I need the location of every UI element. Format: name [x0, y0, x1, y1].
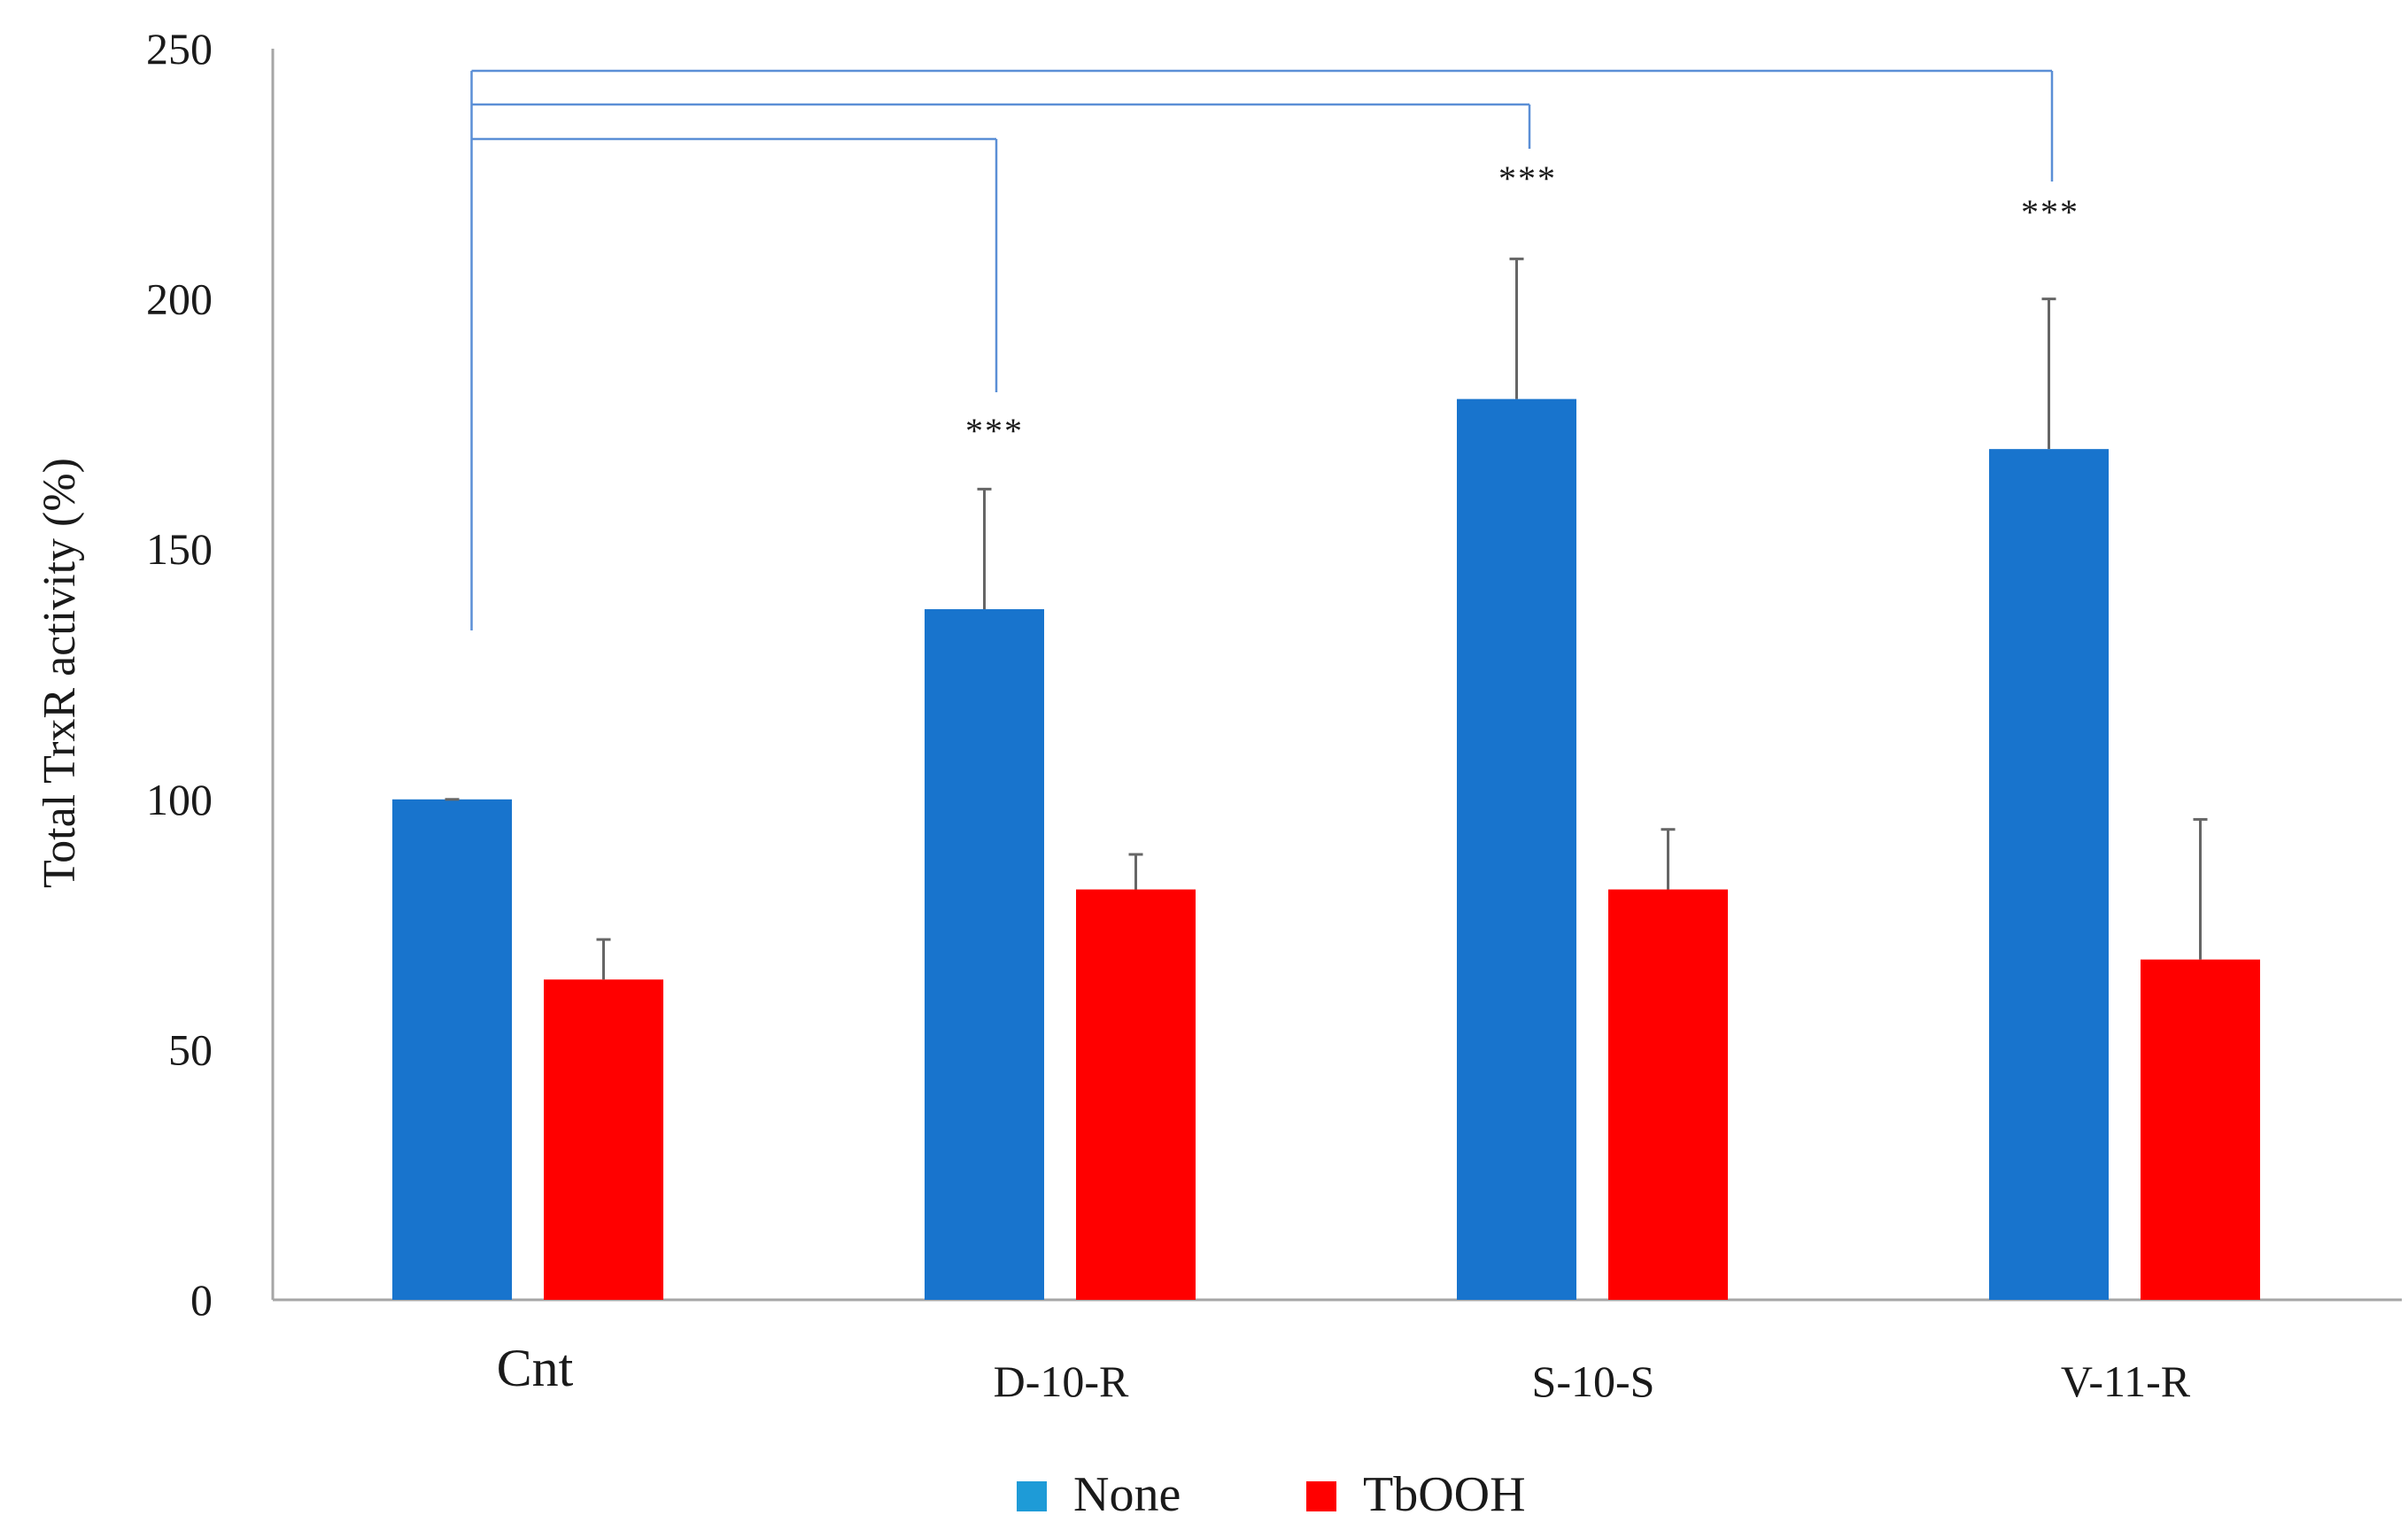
x-tick-label: Cnt — [497, 1339, 574, 1397]
x-tick-label: D-10-R — [994, 1356, 1129, 1406]
significance-label: *** — [2021, 192, 2079, 232]
y-tick-label: 100 — [146, 775, 213, 824]
bar — [1457, 398, 1576, 1300]
bars — [392, 398, 2260, 1300]
bar — [544, 979, 663, 1300]
y-tick-label: 200 — [146, 274, 213, 324]
y-tick-label: 250 — [146, 24, 213, 73]
bar — [1989, 449, 2109, 1300]
tick-labels: 0 50 100 150 200 250 Cnt D-10-R S-10-S V-11-R — [146, 24, 2191, 1406]
y-tick-label: 50 — [168, 1024, 213, 1074]
significance-brackets: *** *** *** — [470, 69, 2079, 630]
x-tick-label: V-11-R — [2061, 1356, 2191, 1406]
bar — [925, 609, 1044, 1300]
legend-swatch — [1017, 1481, 1047, 1511]
legend-swatch — [1306, 1481, 1336, 1511]
significance-label: *** — [1498, 158, 1557, 198]
x-tick-label: S-10-S — [1532, 1356, 1655, 1406]
bar — [1076, 889, 1196, 1300]
y-tick-label: 0 — [190, 1275, 213, 1325]
legend: None TbOOH — [1017, 1467, 1526, 1522]
legend-label: TbOOH — [1363, 1467, 1526, 1522]
error-bars — [445, 257, 2208, 980]
bar — [2141, 959, 2260, 1300]
y-tick-label: 150 — [146, 524, 213, 574]
bar — [1608, 889, 1728, 1300]
y-axis-title: Total TrxR activity (%) — [35, 458, 85, 888]
significance-label: *** — [965, 411, 1024, 451]
legend-label: None — [1073, 1467, 1181, 1522]
bar — [392, 799, 512, 1300]
